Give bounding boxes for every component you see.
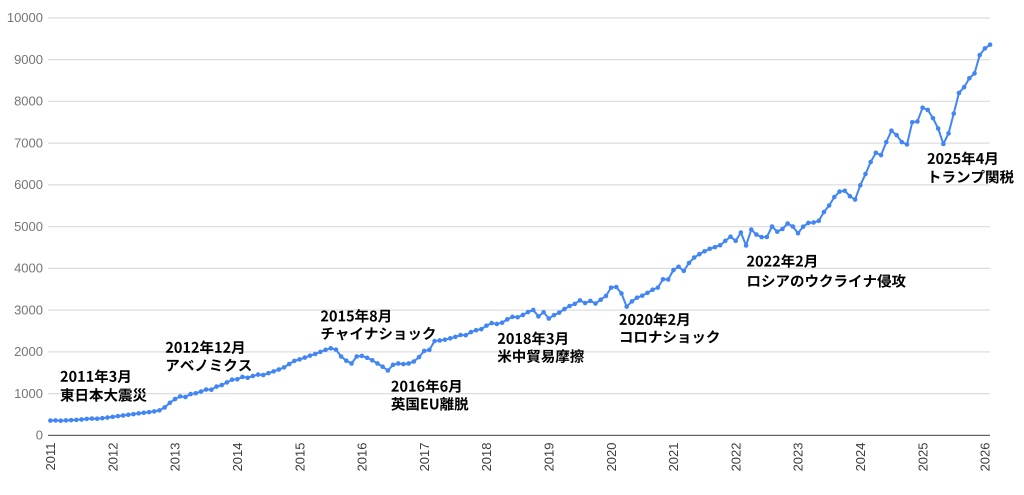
svg-text:2025: 2025 <box>915 443 930 472</box>
svg-text:2014: 2014 <box>230 443 245 472</box>
svg-text:8000: 8000 <box>14 94 43 109</box>
svg-text:2000: 2000 <box>14 344 43 359</box>
svg-text:2020: 2020 <box>604 443 619 472</box>
svg-text:2024: 2024 <box>853 443 868 472</box>
svg-text:4000: 4000 <box>14 261 43 276</box>
svg-text:1000: 1000 <box>14 386 43 401</box>
svg-text:2022: 2022 <box>728 443 743 472</box>
svg-text:2023: 2023 <box>791 443 806 472</box>
svg-text:10000: 10000 <box>7 10 43 25</box>
svg-text:2018: 2018 <box>479 443 494 472</box>
svg-text:7000: 7000 <box>14 135 43 150</box>
svg-text:2021: 2021 <box>666 443 681 472</box>
svg-text:6000: 6000 <box>14 177 43 192</box>
svg-text:9000: 9000 <box>14 52 43 67</box>
svg-text:3000: 3000 <box>14 302 43 317</box>
svg-text:2013: 2013 <box>168 443 183 472</box>
svg-text:5000: 5000 <box>14 219 43 234</box>
svg-text:2017: 2017 <box>417 443 432 472</box>
svg-text:2026: 2026 <box>978 443 993 472</box>
svg-text:0: 0 <box>36 428 43 443</box>
svg-text:2016: 2016 <box>355 443 370 472</box>
svg-text:2019: 2019 <box>542 443 557 472</box>
svg-text:2012: 2012 <box>105 443 120 472</box>
svg-text:2011: 2011 <box>43 443 58 471</box>
svg-text:2015: 2015 <box>292 443 307 472</box>
